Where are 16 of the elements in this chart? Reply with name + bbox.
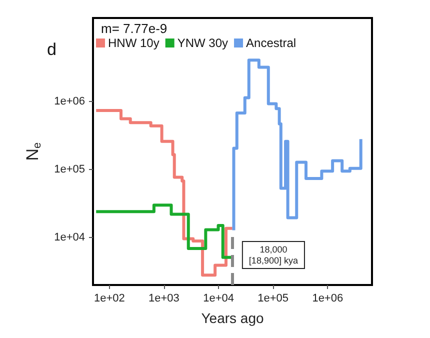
legend-label: HNW 10y: [108, 36, 160, 50]
y-axis-title: Ne: [23, 142, 44, 161]
x-tick-label: 1e+02: [94, 292, 125, 304]
x-axis-title: Years ago: [201, 310, 264, 326]
x-tick-label: 1e+06: [312, 292, 344, 304]
x-tick-label: 1e+04: [203, 292, 234, 304]
y-tick-label: 1e+04: [54, 232, 85, 244]
y-tick-label: 1e+05: [54, 164, 85, 176]
text: d: [47, 40, 56, 59]
y-tick-label: 1e+06: [54, 96, 85, 108]
x-tick-label: 1e+03: [148, 292, 180, 304]
legend-title: m= 7.77e-9: [101, 21, 168, 36]
x-tick-label: 1e+05: [258, 292, 289, 304]
legend-label: YNW 30y: [177, 36, 228, 50]
legend-label: Ancestral: [246, 36, 296, 50]
ref-line-label: 18,000 [18,900] kya: [248, 244, 298, 266]
